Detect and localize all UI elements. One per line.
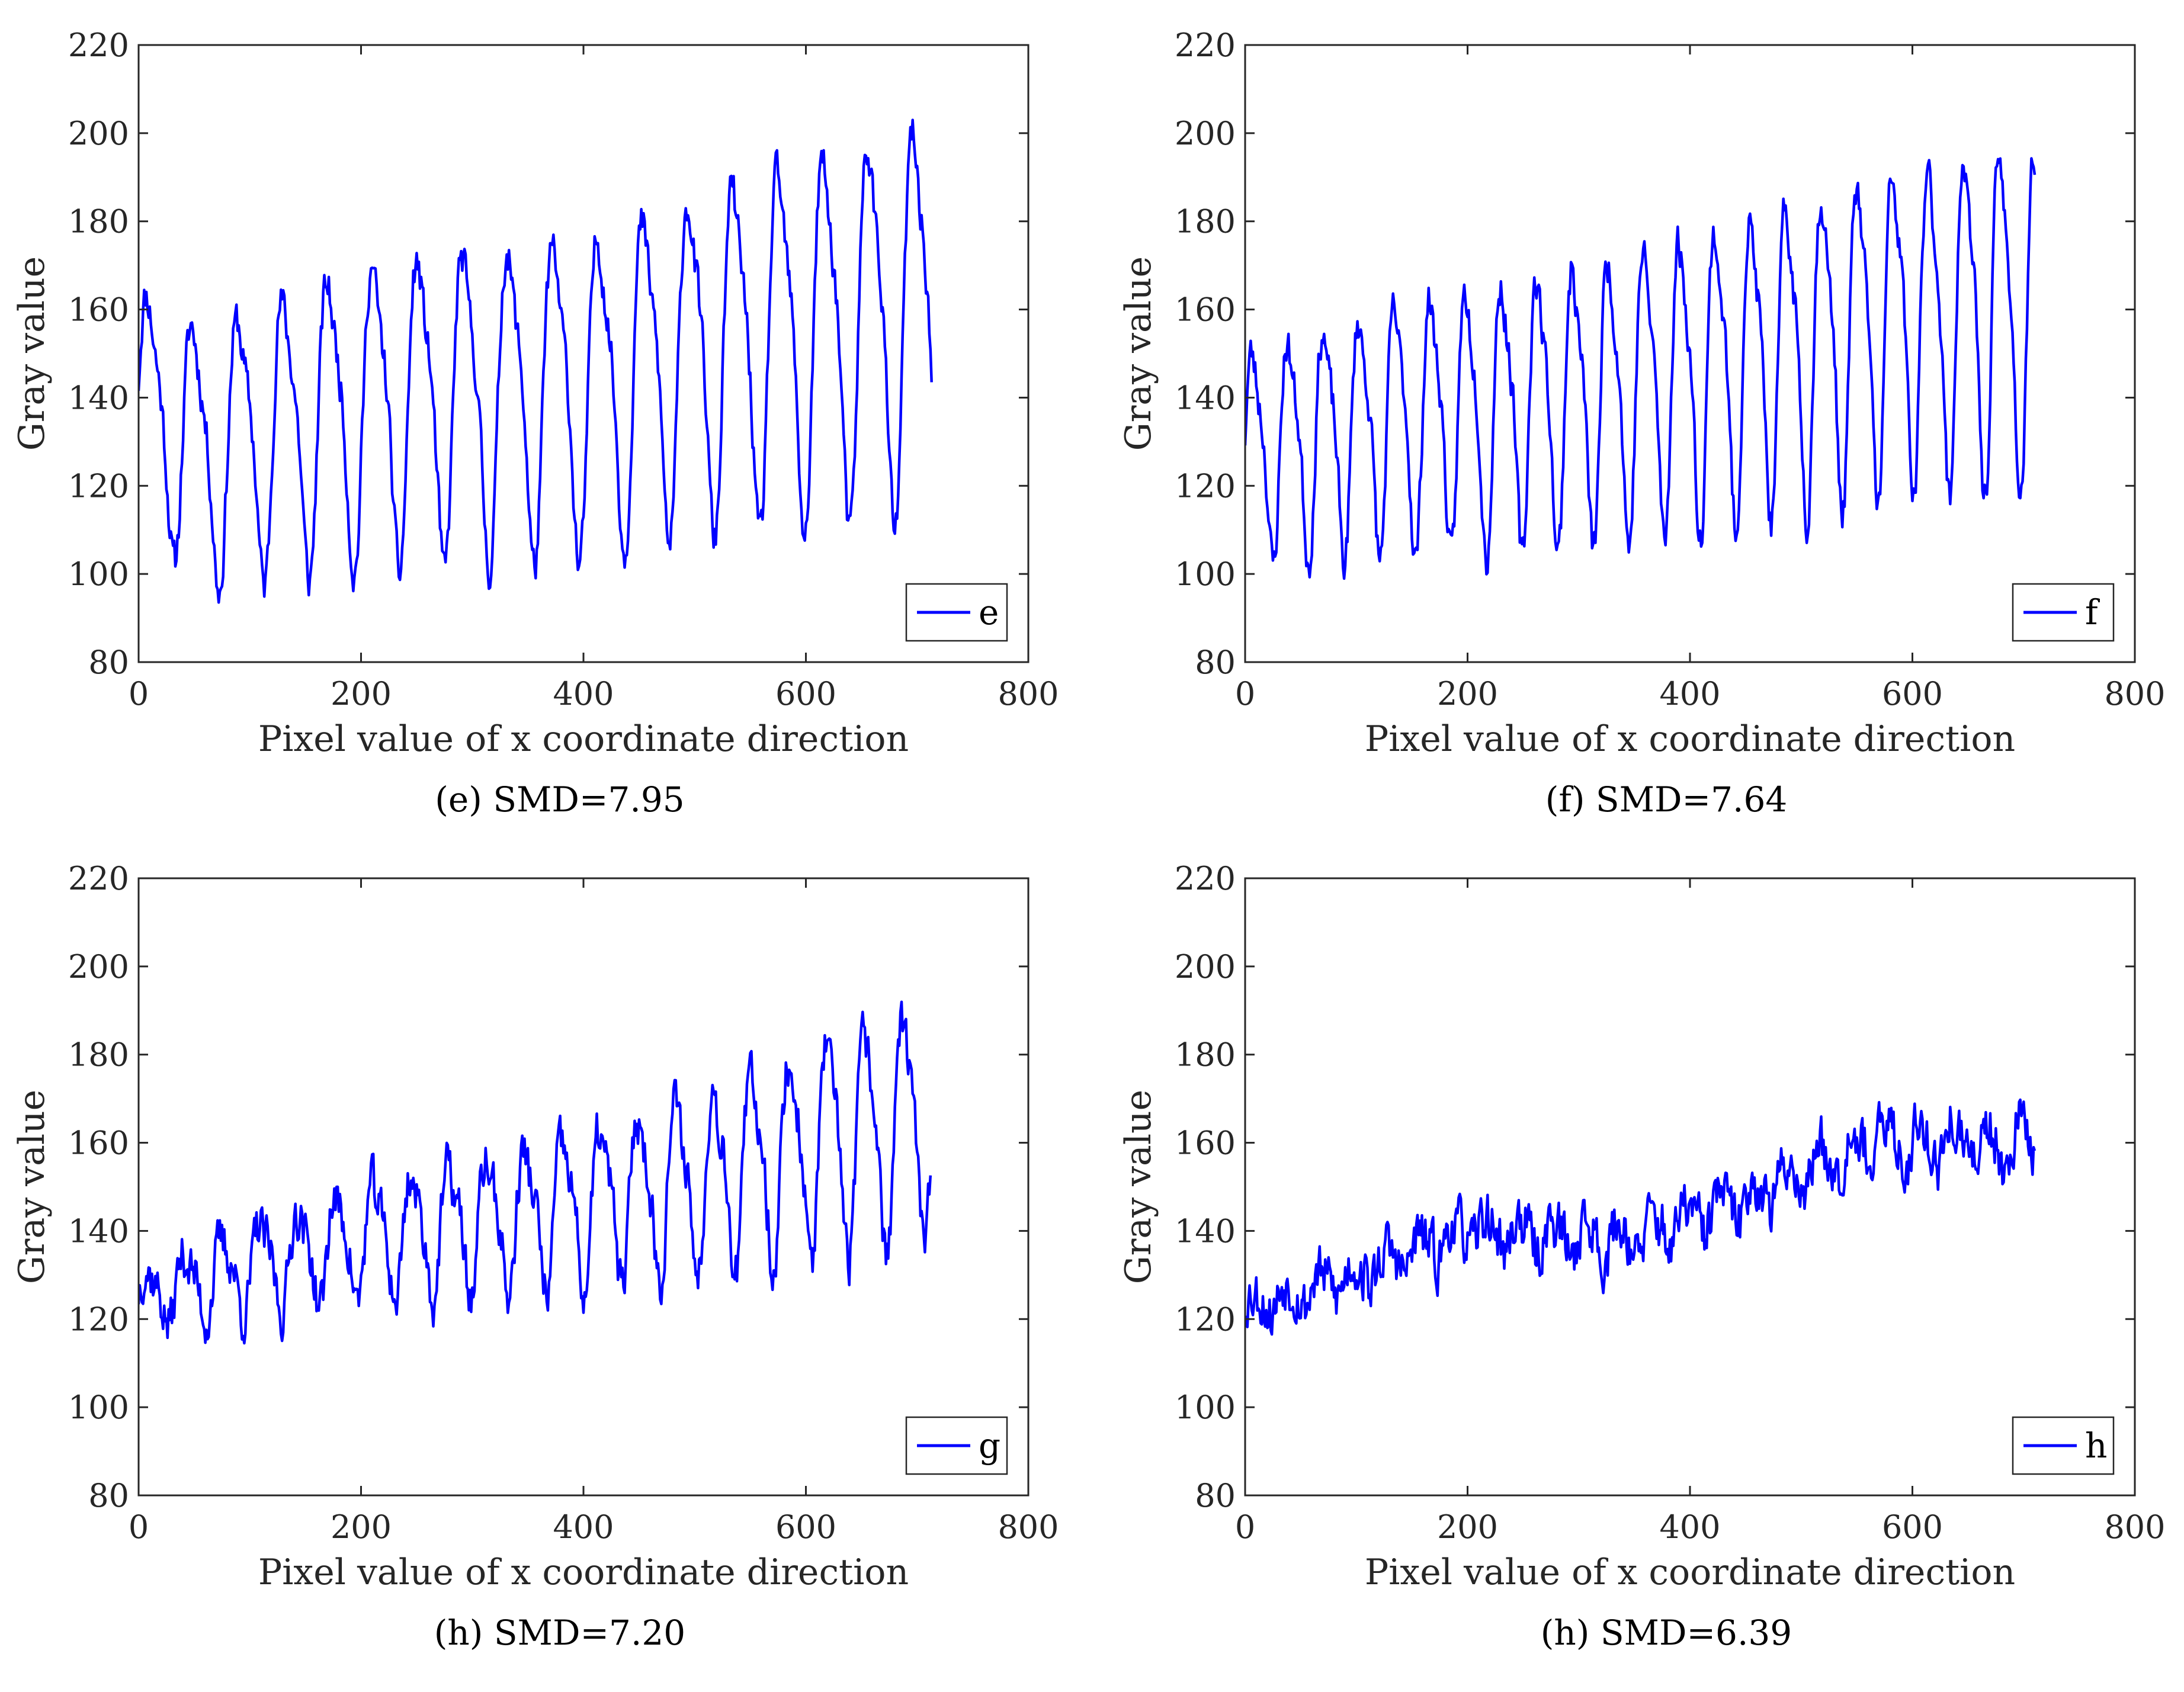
panel-caption: (f) SMD=7.64 [1545,779,1788,820]
y-tick-label: 180 [68,203,129,240]
x-tick-label: 400 [1659,1508,1720,1546]
chart-panel-2: 0 200 400 600 800 80 100 120 140 160 180 200 220 Pixe… [1118,27,2166,820]
x-tick-label: 800 [2104,1508,2165,1546]
y-tick-label: 100 [1175,1389,1236,1426]
x-axis-label: Pixel value of x coordinate direction [1365,1552,2015,1593]
y-tick-label: 200 [1175,115,1236,152]
legend-label-g: g [979,1425,1000,1466]
series-line-e [139,118,933,604]
legend: f [2012,583,2115,642]
y-tick-label: 80 [88,1477,129,1514]
y-tick-label: 100 [68,1389,129,1426]
y-tick-label: 80 [88,644,129,681]
y-tick-label: 220 [68,27,129,64]
y-axis-label: Gray value [1118,1090,1159,1284]
legend-label-h: h [2085,1425,2107,1466]
plot-area [1245,878,2135,1495]
y-tick-label: 200 [68,948,129,985]
y-tick-label: 100 [1175,556,1236,593]
chart-panel-4: 0 200 400 600 800 80 100 120 140 160 180 200 220 Pixe… [1118,860,2166,1653]
y-tick-label: 220 [68,860,129,897]
panel-caption: (h) SMD=6.39 [1541,1613,1792,1653]
legend-label-f: f [2085,592,2100,633]
y-tick-label: 80 [1195,1477,1236,1514]
x-tick-label: 200 [331,1508,392,1546]
x-tick-label: 600 [1882,675,1943,712]
y-tick-label: 220 [1175,860,1236,897]
y-axis-label: Gray value [11,1090,53,1284]
y-axis-label: Gray value [11,256,53,451]
x-axis-label: Pixel value of x coordinate direction [258,718,909,760]
x-tick-label: 600 [1882,1508,1943,1546]
x-tick-label: 400 [1659,675,1720,712]
x-tick-label: 600 [775,675,836,712]
legend-label-e: e [979,592,999,633]
y-tick-label: 100 [68,556,129,593]
panel-caption: (e) SMD=7.95 [435,779,684,820]
y-tick-label: 200 [68,115,129,152]
plot-area [139,45,1028,662]
y-tick-label: 140 [1175,1212,1236,1250]
panel-caption: (h) SMD=7.20 [434,1613,685,1653]
x-tick-label: 0 [129,1508,149,1546]
y-tick-label: 120 [68,467,129,505]
y-tick-label: 140 [1175,379,1236,416]
series-line-h [1245,1098,2037,1336]
x-axis-label: Pixel value of x coordinate direction [1365,718,2015,760]
x-tick-label: 600 [775,1508,836,1546]
x-tick-label: 200 [1437,675,1498,712]
x-tick-label: 800 [2104,675,2165,712]
x-tick-label: 0 [1235,1508,1255,1546]
y-tick-label: 220 [1175,27,1236,64]
y-tick-label: 160 [68,291,129,329]
x-tick-label: 0 [1235,675,1255,712]
x-tick-label: 200 [1437,1508,1498,1546]
y-tick-label: 80 [1195,644,1236,681]
y-tick-label: 160 [1175,291,1236,329]
legend: h [2012,1416,2115,1475]
legend: g [905,1416,1008,1475]
x-tick-label: 800 [998,1508,1059,1546]
plot-area [139,878,1028,1495]
y-tick-label: 180 [1175,203,1236,240]
chart-panel-3: 0 200 400 600 800 80 100 120 140 160 180 200 220 Pixe… [11,860,1059,1653]
chart-panel-1: 0 200 400 600 800 80 100 120 140 160 180 200 220 Pixe… [11,27,1059,820]
series-line-f [1245,157,2037,580]
series-line-g [139,1000,932,1345]
x-tick-label: 400 [553,675,614,712]
y-tick-label: 120 [1175,1301,1236,1338]
y-tick-label: 180 [1175,1036,1236,1074]
x-tick-label: 400 [553,1508,614,1546]
y-tick-label: 160 [1175,1125,1236,1162]
y-tick-label: 120 [1175,467,1236,505]
x-tick-label: 200 [331,675,392,712]
x-tick-label: 800 [998,675,1059,712]
legend: e [905,583,1008,642]
y-tick-label: 140 [68,1212,129,1250]
y-axis-label: Gray value [1118,256,1159,451]
y-tick-label: 120 [68,1301,129,1338]
x-axis-label: Pixel value of x coordinate direction [258,1552,909,1593]
y-tick-label: 160 [68,1125,129,1162]
y-tick-label: 140 [68,379,129,416]
x-tick-label: 0 [129,675,149,712]
y-tick-label: 180 [68,1036,129,1074]
y-tick-label: 200 [1175,948,1236,985]
